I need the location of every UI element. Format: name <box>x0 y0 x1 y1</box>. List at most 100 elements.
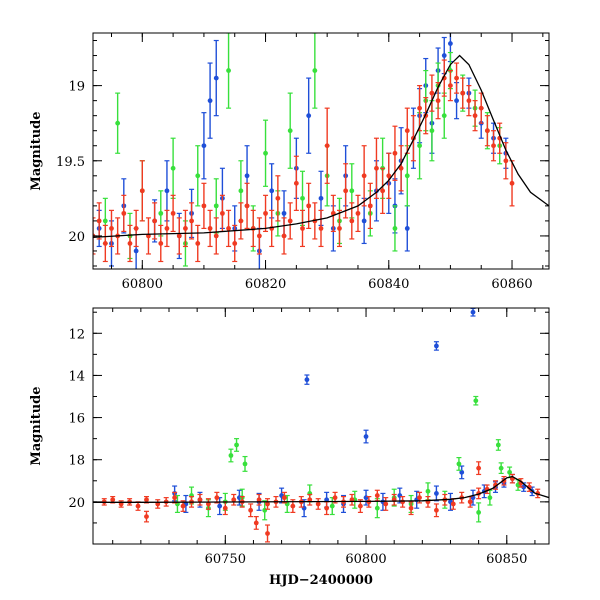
data-point-green <box>242 455 248 472</box>
data-point-red <box>197 493 203 506</box>
data-point-red <box>373 137 379 199</box>
data-point-red <box>355 194 361 233</box>
data-point-red <box>417 491 423 504</box>
data-point-green <box>263 119 269 187</box>
data-point-red <box>139 160 145 222</box>
data-point-red <box>307 493 313 506</box>
model-curve <box>93 54 549 239</box>
data-point-red <box>315 498 321 510</box>
data-point-red <box>108 209 114 248</box>
data-point-red <box>300 209 306 248</box>
data-point-red <box>380 167 386 214</box>
data-point-red <box>238 202 244 240</box>
data-point-red <box>330 194 336 233</box>
data-point-red <box>408 501 414 516</box>
data-point-red <box>207 209 213 248</box>
data-point-red <box>195 224 201 263</box>
data-point-red <box>281 491 287 504</box>
data-point-red <box>383 497 389 511</box>
x-tick-label: 60850 <box>486 552 527 567</box>
data-point-green <box>234 438 240 452</box>
data-point-red <box>460 77 466 109</box>
data-point-red <box>265 498 271 510</box>
data-point-red <box>231 493 237 506</box>
data-point-red <box>158 224 164 263</box>
data-point-red <box>96 202 102 240</box>
x-axis-title: HJD−2400000 <box>269 573 373 588</box>
data-point-blue <box>207 62 213 139</box>
data-point-green <box>498 462 504 475</box>
data-point-red <box>244 182 250 230</box>
data-point-red <box>253 516 259 530</box>
data-point-red <box>164 209 170 248</box>
data-point-blue <box>304 374 310 385</box>
data-point-red <box>324 501 330 516</box>
data-point-red <box>349 493 355 506</box>
data-point-red <box>248 503 254 518</box>
data-point-red <box>176 217 182 255</box>
data-point-red <box>133 209 139 248</box>
data-point-red <box>484 115 490 147</box>
y-tick-label: 18 <box>68 454 85 469</box>
data-point-red <box>429 74 435 112</box>
data-point-red <box>318 209 324 248</box>
data-point-red <box>213 217 219 255</box>
plot-area <box>93 308 549 543</box>
plot-frame <box>92 32 550 270</box>
data-point-red <box>472 100 478 132</box>
y-tick-label: 12 <box>68 327 85 342</box>
plot-area <box>93 33 549 269</box>
data-point-red <box>219 194 225 233</box>
data-point-red <box>400 495 406 508</box>
data-point-red <box>102 224 108 263</box>
data-point-red <box>324 107 330 184</box>
data-point-red <box>152 202 158 240</box>
data-point-red <box>121 194 127 233</box>
data-point-blue <box>363 429 369 444</box>
data-point-blue <box>279 487 285 504</box>
plot-frame <box>92 307 550 545</box>
data-point-green <box>226 33 232 109</box>
axis-ticks <box>93 33 549 269</box>
series-red <box>93 59 515 263</box>
data-point-red <box>214 491 220 504</box>
data-point-blue <box>306 77 312 154</box>
data-point-green <box>287 92 293 169</box>
x-tick-label: 60800 <box>345 552 386 567</box>
data-point-green <box>473 395 479 406</box>
data-point-red <box>466 85 472 117</box>
y-axis-title: Magnitude <box>29 386 44 465</box>
x-tick-label: 60800 <box>122 277 163 292</box>
data-point-red <box>256 217 262 255</box>
data-point-red <box>143 510 149 523</box>
data-point-red <box>343 163 349 219</box>
data-point-green <box>404 145 410 207</box>
data-point-red <box>263 194 269 233</box>
y-axis-title: Magnitude <box>29 111 44 190</box>
data-point-red <box>478 92 484 124</box>
data-point-red <box>222 501 228 516</box>
data-point-red <box>293 155 299 211</box>
data-point-red <box>135 501 141 511</box>
data-point-red <box>491 130 497 162</box>
data-point-green <box>312 33 318 109</box>
bottom-panel: 60750 60800 60850 12 14 16 18 20 Magnitude HJD−24… <box>29 307 550 588</box>
y-tick-label: 19 <box>68 80 85 95</box>
data-point-red <box>433 503 439 518</box>
data-point-red <box>232 224 238 263</box>
y-tick-label: 20 <box>68 496 85 511</box>
data-point-green <box>456 457 462 471</box>
data-point-red <box>287 202 293 240</box>
data-point-blue <box>433 485 439 502</box>
y-tick-label: 16 <box>68 412 85 427</box>
data-point-red <box>281 217 287 255</box>
x-tick-label: 60750 <box>205 552 246 567</box>
data-point-red <box>265 524 271 543</box>
data-point-green <box>515 479 521 491</box>
data-point-blue <box>459 465 465 480</box>
data-point-blue <box>201 112 207 180</box>
data-point-blue <box>470 308 476 317</box>
data-point-red <box>398 145 404 192</box>
x-tick-label: 60860 <box>491 277 532 292</box>
